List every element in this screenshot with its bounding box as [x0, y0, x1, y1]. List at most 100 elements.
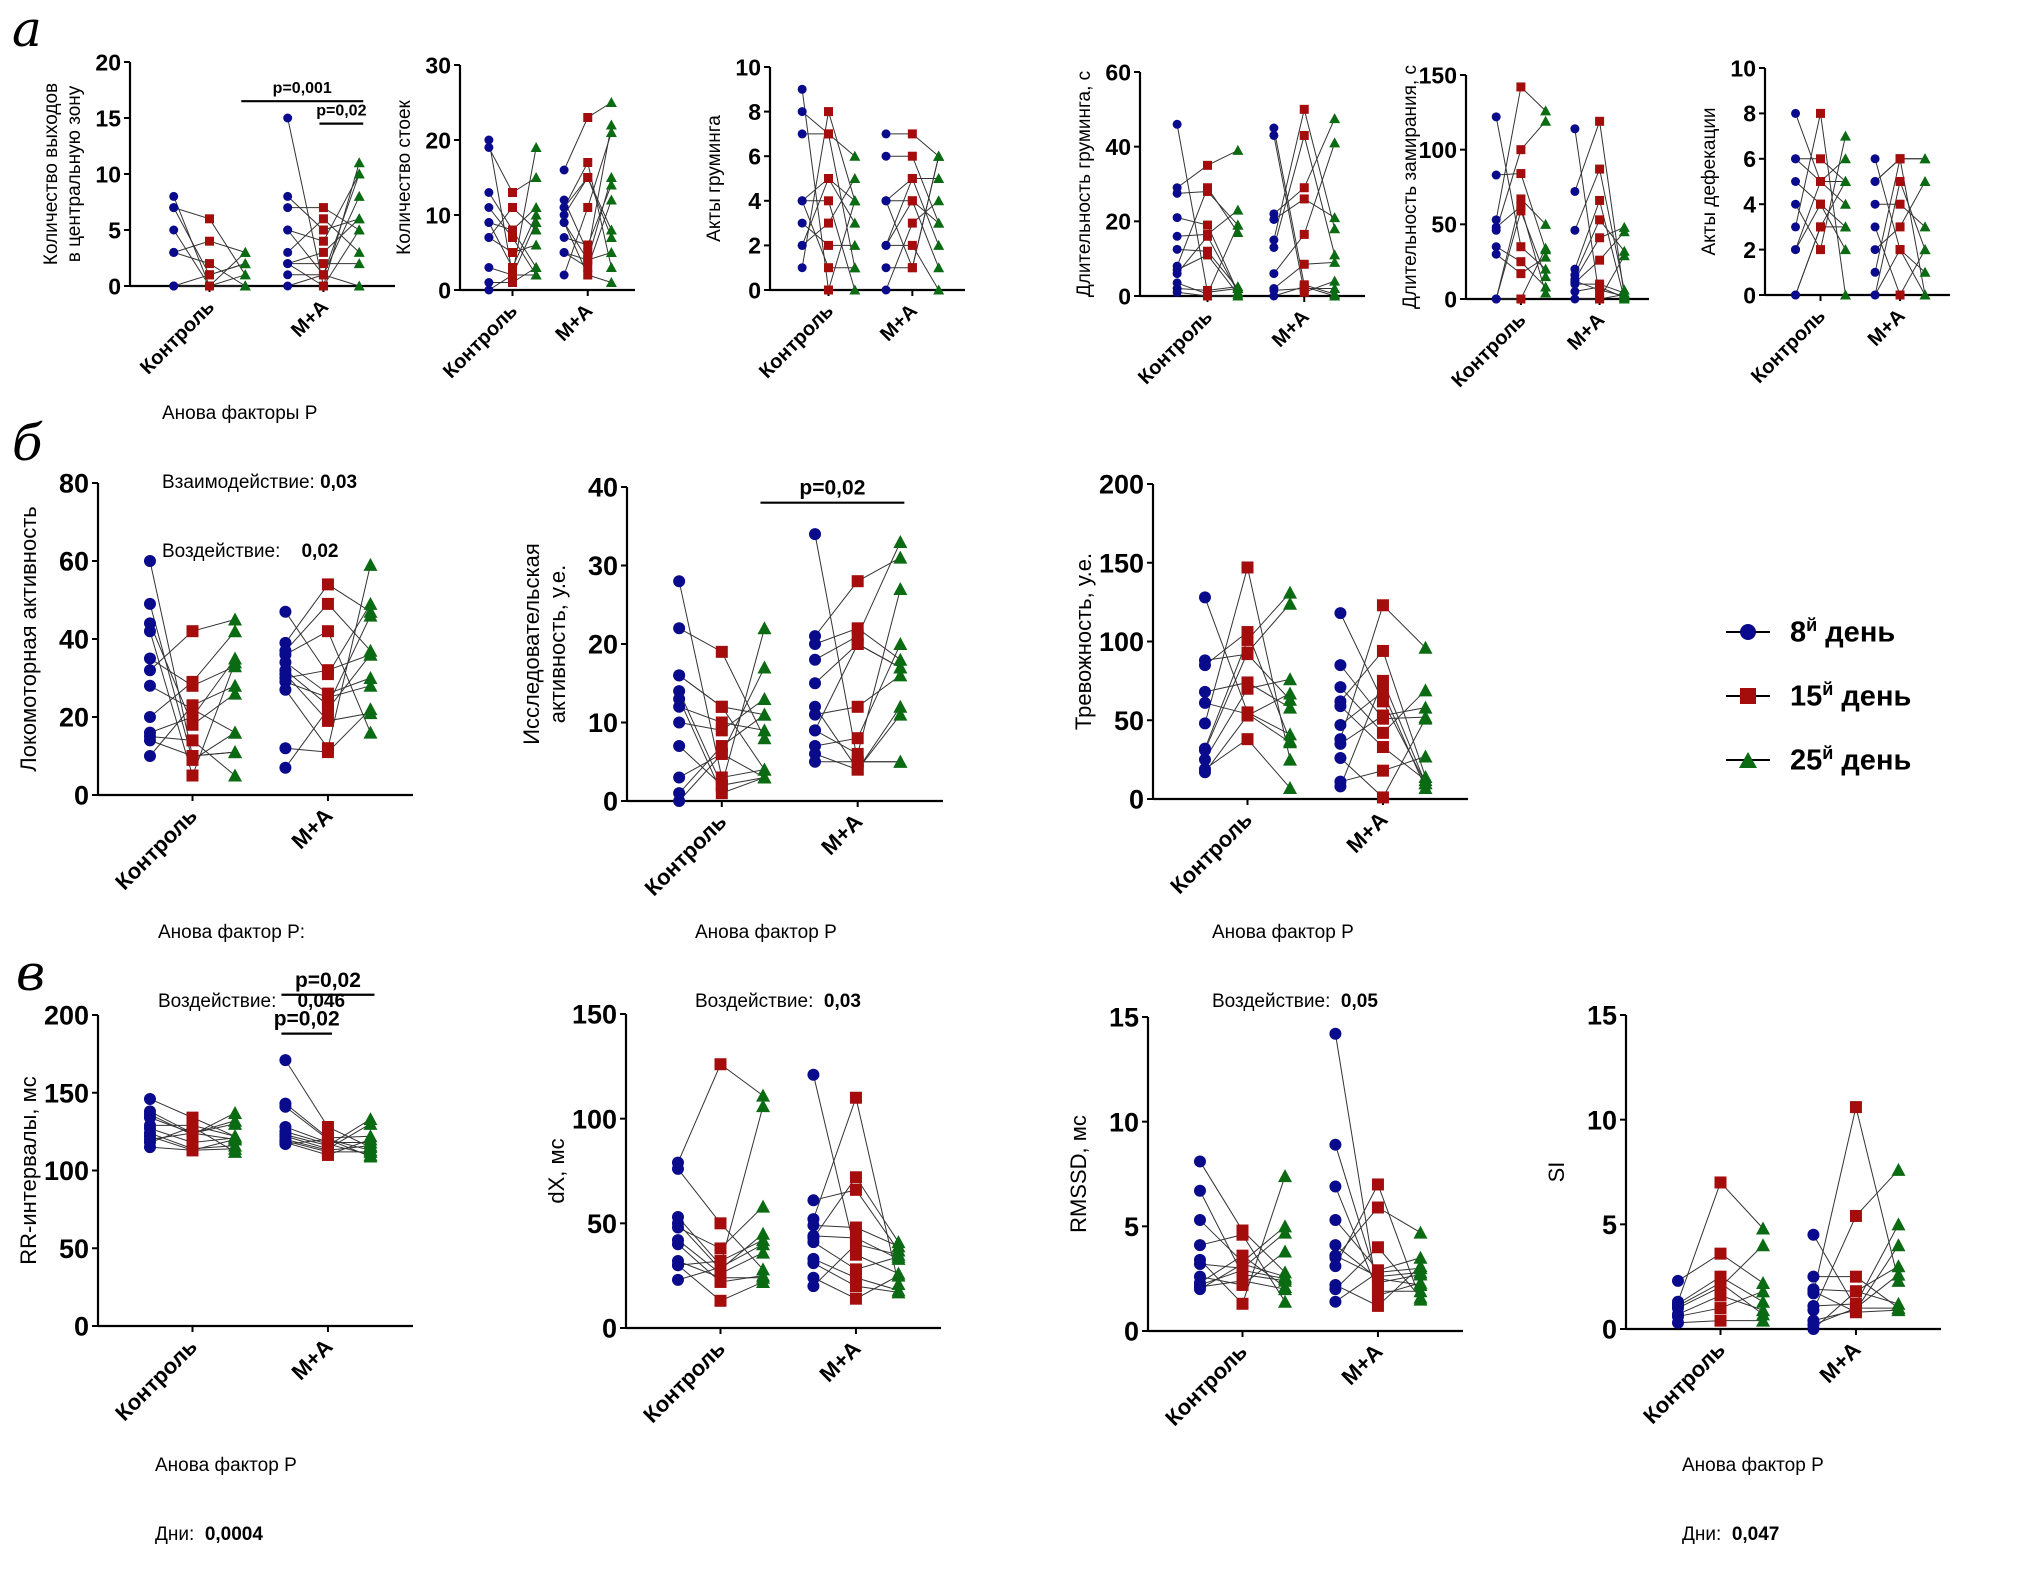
data-point-day15: [205, 214, 214, 224]
y-tick-label: 60: [1105, 59, 1131, 85]
data-point-day15: [1816, 108, 1825, 118]
data-point-day25: [228, 1113, 243, 1127]
data-point-day25: [1278, 1169, 1293, 1183]
data-point-day25: [605, 179, 617, 190]
y-tick-label: 150: [1419, 62, 1457, 88]
data-point-day15: [1241, 733, 1254, 746]
data-point-day8: [807, 1257, 820, 1270]
data-point-day25: [1418, 711, 1433, 725]
data-point-day8: [1198, 717, 1211, 730]
legend-label: 15й день: [1790, 678, 1912, 713]
chart-grooming-acts: 0 2 4 6 8 10 Контроль М+А Акты груминга: [700, 40, 1040, 383]
data-point-day8: [809, 724, 822, 737]
data-point-day15: [186, 625, 199, 638]
data-point-day8: [283, 270, 293, 280]
data-point-day15: [1203, 250, 1212, 260]
subject-line: [814, 643, 901, 731]
data-point-day25: [530, 224, 542, 235]
data-point-day8: [1570, 225, 1580, 235]
data-point-day25: [363, 1116, 378, 1130]
data-point-day25: [1278, 1244, 1293, 1258]
y-tick-label: 10: [588, 708, 618, 738]
anova-note-b1: Анова фактор P: Воздействие: 0,046: [158, 875, 345, 1036]
data-point-day8: [809, 528, 822, 541]
data-point-day8: [279, 761, 292, 774]
data-point-day15: [318, 203, 328, 213]
data-point-day15: [714, 1294, 727, 1307]
y-tick-label: 50: [59, 1234, 89, 1264]
data-point-day8: [809, 755, 822, 768]
data-point-day15: [318, 270, 328, 280]
data-point-day25: [1839, 176, 1851, 186]
data-point-day25: [1283, 585, 1298, 599]
data-point-day15: [583, 240, 593, 250]
y-tick-label: 0: [603, 787, 618, 817]
data-point-day25: [1839, 130, 1851, 141]
data-point-day15: [907, 218, 917, 228]
legend: 8й день 15й день 25й день: [1726, 600, 1911, 792]
data-point-day15: [1849, 1209, 1862, 1222]
x-tick-label: М+А: [1337, 1339, 1388, 1390]
data-point-day15: [714, 1261, 727, 1274]
data-point-day8: [671, 1162, 684, 1175]
data-point-day8: [1198, 591, 1211, 604]
y-tick-label: 10: [735, 54, 761, 80]
y-tick-label: 0: [438, 277, 451, 303]
legend-item-day8: 8й день: [1726, 600, 1911, 664]
data-point-day25: [228, 659, 243, 673]
data-point-day15: [1376, 726, 1389, 739]
data-point-day25: [1278, 1269, 1293, 1283]
data-point-day8: [283, 247, 293, 257]
data-point-day8: [1791, 245, 1801, 255]
data-point-day8: [283, 191, 293, 201]
y-tick-label: 100: [1099, 627, 1144, 657]
data-point-day25: [1413, 1277, 1428, 1291]
data-point-day15: [321, 714, 334, 727]
data-point-day15: [1714, 1247, 1727, 1260]
data-point-day15: [318, 236, 328, 246]
data-point-day25: [891, 1235, 906, 1249]
data-point-day8: [1791, 177, 1801, 186]
data-point-day15: [851, 638, 864, 650]
data-point-day25: [933, 284, 945, 295]
data-point-day8: [1329, 1138, 1342, 1151]
data-point-day25: [1839, 221, 1851, 232]
significance-label: p=0,02: [295, 969, 361, 992]
data-point-day15: [824, 240, 833, 250]
data-point-day25: [1418, 776, 1433, 790]
data-point-day8: [807, 1068, 820, 1081]
data-point-day8: [1491, 294, 1501, 304]
data-point-day15: [851, 575, 864, 588]
data-point-day15: [508, 233, 517, 242]
data-point-day25: [1891, 1296, 1906, 1310]
data-point-day25: [1891, 1238, 1906, 1252]
y-tick-label: 100: [1419, 137, 1457, 163]
y-tick-label: 15: [95, 105, 121, 131]
y-axis-label: Тревожность, у.е.: [1071, 553, 1096, 730]
y-tick-label: 80: [59, 469, 89, 499]
data-point-day8: [807, 1236, 820, 1249]
data-point-day25: [1540, 281, 1552, 292]
data-point-day25: [757, 660, 772, 674]
data-point-day15: [321, 625, 334, 638]
data-point-day25: [756, 1088, 771, 1102]
data-point-day15: [1203, 160, 1212, 170]
significance-label: p=0,02: [799, 477, 865, 500]
y-tick-label: 100: [572, 1104, 617, 1134]
data-point-day25: [1329, 137, 1341, 148]
data-point-day8: [1269, 123, 1279, 133]
data-point-day25: [363, 725, 378, 739]
y-tick-label: 2: [1743, 237, 1756, 263]
y-tick-label: 100: [44, 1156, 89, 1186]
data-point-day25: [1283, 686, 1298, 700]
data-point-day25: [1756, 1238, 1771, 1252]
data-point-day15: [907, 240, 917, 250]
data-point-day25: [1329, 283, 1341, 294]
data-point-day25: [1413, 1225, 1428, 1239]
data-point-day15: [907, 263, 917, 273]
data-point-day15: [583, 113, 593, 122]
data-point-day25: [530, 239, 542, 250]
panel-letter-b: б: [12, 414, 43, 472]
chart-svg: 0 2 4 6 8 10 Контроль М+А Акты груминга: [704, 54, 965, 383]
data-point-day15: [1714, 1289, 1727, 1302]
